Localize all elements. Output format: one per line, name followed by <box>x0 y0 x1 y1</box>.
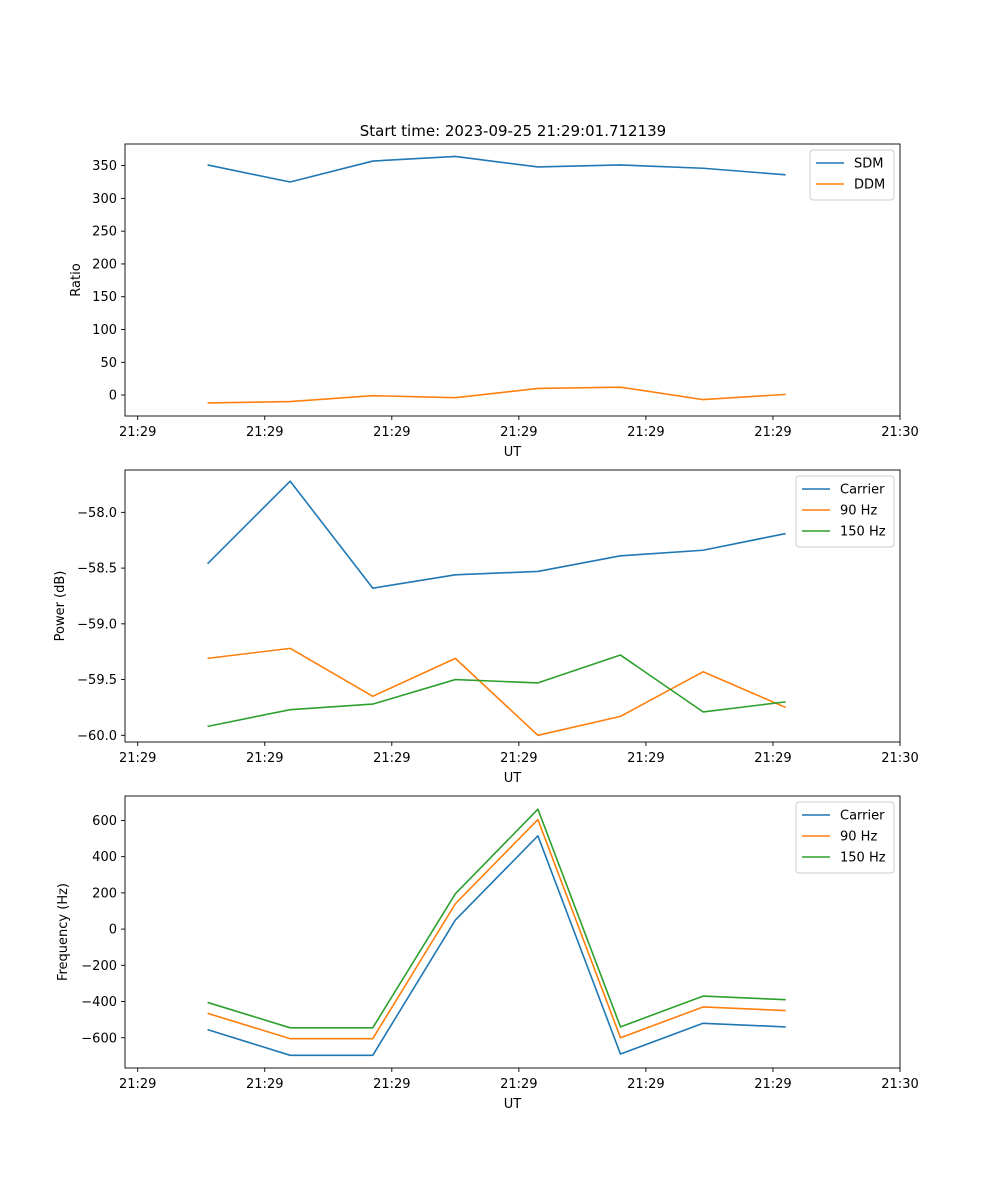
x-tick-label: 21:29 <box>754 1077 791 1092</box>
x-tick-label: 21:29 <box>500 425 537 440</box>
legend-entry: DDM <box>854 178 885 193</box>
x-tick-label: 21:29 <box>119 1077 156 1092</box>
legend-entry: Carrier <box>840 809 885 824</box>
series-line-carrier <box>207 480 786 589</box>
legend: Carrier 90 Hz 150 Hz <box>795 475 895 548</box>
legend-entry: 150 Hz <box>840 851 886 866</box>
x-tick-label: 21:29 <box>754 425 791 440</box>
y-tick-label: 200 <box>92 257 117 272</box>
chart-title: Start time: 2023-09-25 21:29:01.712139 <box>360 122 666 140</box>
y-tick-label: −59.0 <box>77 617 117 632</box>
x-tick-label: 21:29 <box>373 425 410 440</box>
axes-frame <box>124 795 901 1069</box>
x-axis-label: UT <box>504 445 522 460</box>
y-tick-label: −400 <box>81 995 117 1010</box>
x-tick-label: 21:29 <box>246 751 283 766</box>
x-tick-label: 21:29 <box>754 751 791 766</box>
legend-entry: Carrier <box>840 483 885 498</box>
y-tick-label: 200 <box>92 886 117 901</box>
x-tick-label: 21:29 <box>373 751 410 766</box>
y-tick-label: 300 <box>92 192 117 207</box>
y-axis-label: Ratio <box>69 263 84 296</box>
x-tick-label: 21:29 <box>373 1077 410 1092</box>
panel-1: 21:29 21:29 21:29 21:29 21:29 21:29 21:30 0 50 10… <box>69 143 919 460</box>
x-axis-label: UT <box>504 771 522 786</box>
y-tick-label: −59.5 <box>77 673 117 688</box>
series-line-150-hz <box>207 808 786 1029</box>
panel-2: 21:29 21:29 21:29 21:29 21:29 21:29 21:30 −60.0… <box>53 469 919 786</box>
y-axis-label: Frequency (Hz) <box>56 883 71 981</box>
y-tick-label: 350 <box>92 159 117 174</box>
legend-entry: 150 Hz <box>840 525 886 540</box>
y-tick-label: 0 <box>109 923 117 938</box>
series-line-90-hz <box>207 818 786 1040</box>
x-tick-label: 21:29 <box>627 1077 664 1092</box>
y-tick-label: −58.0 <box>77 506 117 521</box>
legend: SDM DDM <box>809 149 895 201</box>
axes-frame <box>124 469 901 743</box>
x-tick-label: 21:29 <box>500 751 537 766</box>
legend-entry: SDM <box>854 157 883 172</box>
y-tick-label: 250 <box>92 225 117 240</box>
x-tick-label: 21:29 <box>246 1077 283 1092</box>
y-tick-label: 0 <box>109 389 117 404</box>
x-tick-label: 21:30 <box>881 425 918 440</box>
x-tick-label: 21:29 <box>119 751 156 766</box>
y-tick-label: 50 <box>100 356 117 371</box>
axes-frame <box>124 143 901 417</box>
legend: Carrier 90 Hz 150 Hz <box>795 801 895 874</box>
y-tick-label: −60.0 <box>77 729 117 744</box>
legend-box <box>795 801 895 874</box>
y-tick-label: 100 <box>92 323 117 338</box>
series-line-ddm <box>207 386 786 404</box>
legend-entry: 90 Hz <box>840 830 877 845</box>
series-line-150-hz <box>207 654 786 728</box>
x-tick-label: 21:30 <box>881 751 918 766</box>
x-tick-label: 21:29 <box>500 1077 537 1092</box>
y-tick-label: −200 <box>81 959 117 974</box>
series-line-carrier <box>207 835 786 1057</box>
y-tick-label: 400 <box>92 850 117 865</box>
x-tick-label: 21:29 <box>627 425 664 440</box>
panel-3: 21:29 21:29 21:29 21:29 21:29 21:29 21:30 −600 −… <box>56 795 919 1112</box>
y-tick-label: 150 <box>92 290 117 305</box>
x-tick-label: 21:29 <box>119 425 156 440</box>
legend-entry: 90 Hz <box>840 504 877 519</box>
y-axis-label: Power (dB) <box>53 571 68 642</box>
y-tick-label: −58.5 <box>77 562 117 577</box>
legend-box <box>795 475 895 548</box>
x-axis-label: UT <box>504 1097 522 1112</box>
series-line-sdm <box>207 155 786 183</box>
x-tick-label: 21:30 <box>881 1077 918 1092</box>
x-tick-label: 21:29 <box>627 751 664 766</box>
y-tick-label: −600 <box>81 1031 117 1046</box>
x-tick-label: 21:29 <box>246 425 283 440</box>
series-line-90-hz <box>207 647 786 737</box>
y-tick-label: 600 <box>92 814 117 829</box>
